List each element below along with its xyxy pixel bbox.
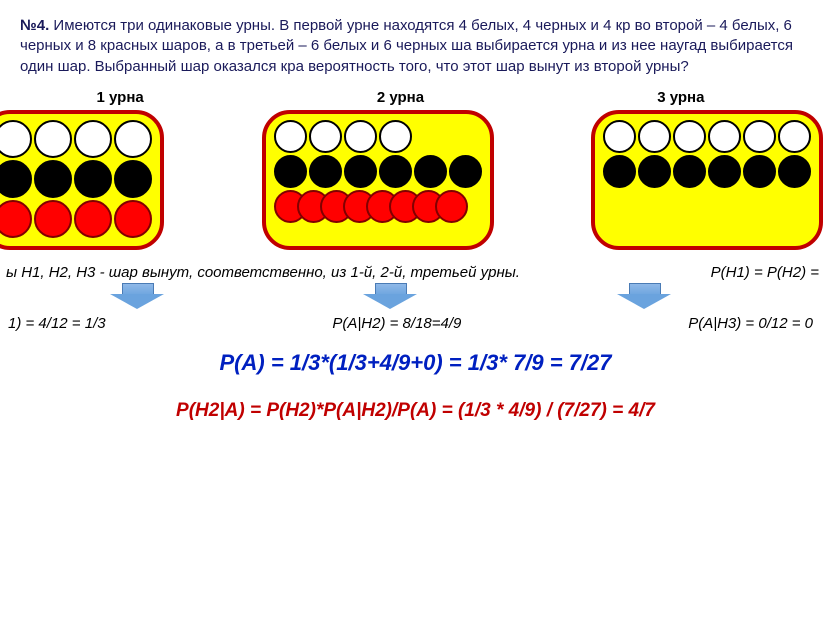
ball-row — [603, 155, 811, 188]
ball-row — [603, 120, 811, 153]
white-ball — [274, 120, 307, 153]
black-ball — [114, 160, 152, 198]
problem-statement: №4. Имеются три одинаковые урны. В перво… — [0, 0, 831, 85]
problem-number: №4. — [20, 17, 49, 34]
urn3 — [591, 110, 823, 250]
urn3-label: 3 урна — [556, 89, 806, 106]
ball-row — [274, 190, 482, 223]
black-ball — [603, 155, 636, 188]
white-ball — [743, 120, 776, 153]
cond-p2: P(A|H2) = 8/18=4/9 — [332, 315, 461, 332]
black-ball — [449, 155, 482, 188]
black-ball — [74, 160, 112, 198]
red-ball — [0, 200, 32, 238]
problem-body: Имеются три одинаковые урны. В первой ур… — [20, 17, 793, 75]
urns-container — [0, 108, 831, 250]
ball-row — [0, 120, 152, 158]
red-ball — [74, 200, 112, 238]
arrow-down-icon — [363, 283, 417, 309]
red-ball — [34, 200, 72, 238]
arrow-down-icon — [617, 283, 671, 309]
white-ball — [708, 120, 741, 153]
black-ball — [344, 155, 377, 188]
total-probability-formula: P(A) = 1/3*(1/3+4/9+0) = 1/3* 7/9 = 7/27 — [0, 350, 831, 376]
black-ball — [309, 155, 342, 188]
cond-p3: P(A|H3) = 0/12 = 0 — [688, 315, 813, 332]
urn2-label: 2 урна — [275, 89, 525, 106]
conditional-prob-row: 1) = 4/12 = 1/3 P(A|H2) = 8/18=4/9 P(A|H… — [0, 309, 831, 332]
black-ball — [638, 155, 671, 188]
black-ball — [0, 160, 32, 198]
cond-p1: 1) = 4/12 = 1/3 — [8, 315, 106, 332]
white-ball — [603, 120, 636, 153]
ball-row — [0, 160, 152, 198]
urn1-label: 1 урна — [0, 89, 245, 106]
white-ball — [638, 120, 671, 153]
black-ball — [743, 155, 776, 188]
hypotheses-left: ы H1, H2, H3 - шар вынут, соответственно… — [6, 264, 520, 281]
arrows-row — [0, 283, 831, 309]
black-ball — [414, 155, 447, 188]
black-ball — [274, 155, 307, 188]
black-ball — [673, 155, 706, 188]
red-ball — [114, 200, 152, 238]
white-ball — [673, 120, 706, 153]
black-ball — [34, 160, 72, 198]
ball-row — [274, 120, 482, 153]
white-ball — [34, 120, 72, 158]
bayes-formula: P(H2|A) = P(H2)*P(A|H2)/P(A) = (1/3 * 4/… — [0, 400, 831, 422]
white-ball — [778, 120, 811, 153]
ball-row — [0, 200, 152, 238]
black-ball — [708, 155, 741, 188]
ball-row — [274, 155, 482, 188]
urn2 — [262, 110, 494, 250]
white-ball — [344, 120, 377, 153]
hypotheses-line: ы H1, H2, H3 - шар вынут, соответственно… — [0, 250, 831, 281]
red-ball — [435, 190, 468, 223]
urn-labels-row: 1 урна 2 урна 3 урна — [0, 85, 831, 108]
white-ball — [379, 120, 412, 153]
urn1 — [0, 110, 164, 250]
white-ball — [309, 120, 342, 153]
black-ball — [379, 155, 412, 188]
white-ball — [114, 120, 152, 158]
black-ball — [778, 155, 811, 188]
white-ball — [0, 120, 32, 158]
hypotheses-right: P(H1) = P(H2) = — [711, 264, 819, 281]
arrow-down-icon — [110, 283, 164, 309]
white-ball — [74, 120, 112, 158]
